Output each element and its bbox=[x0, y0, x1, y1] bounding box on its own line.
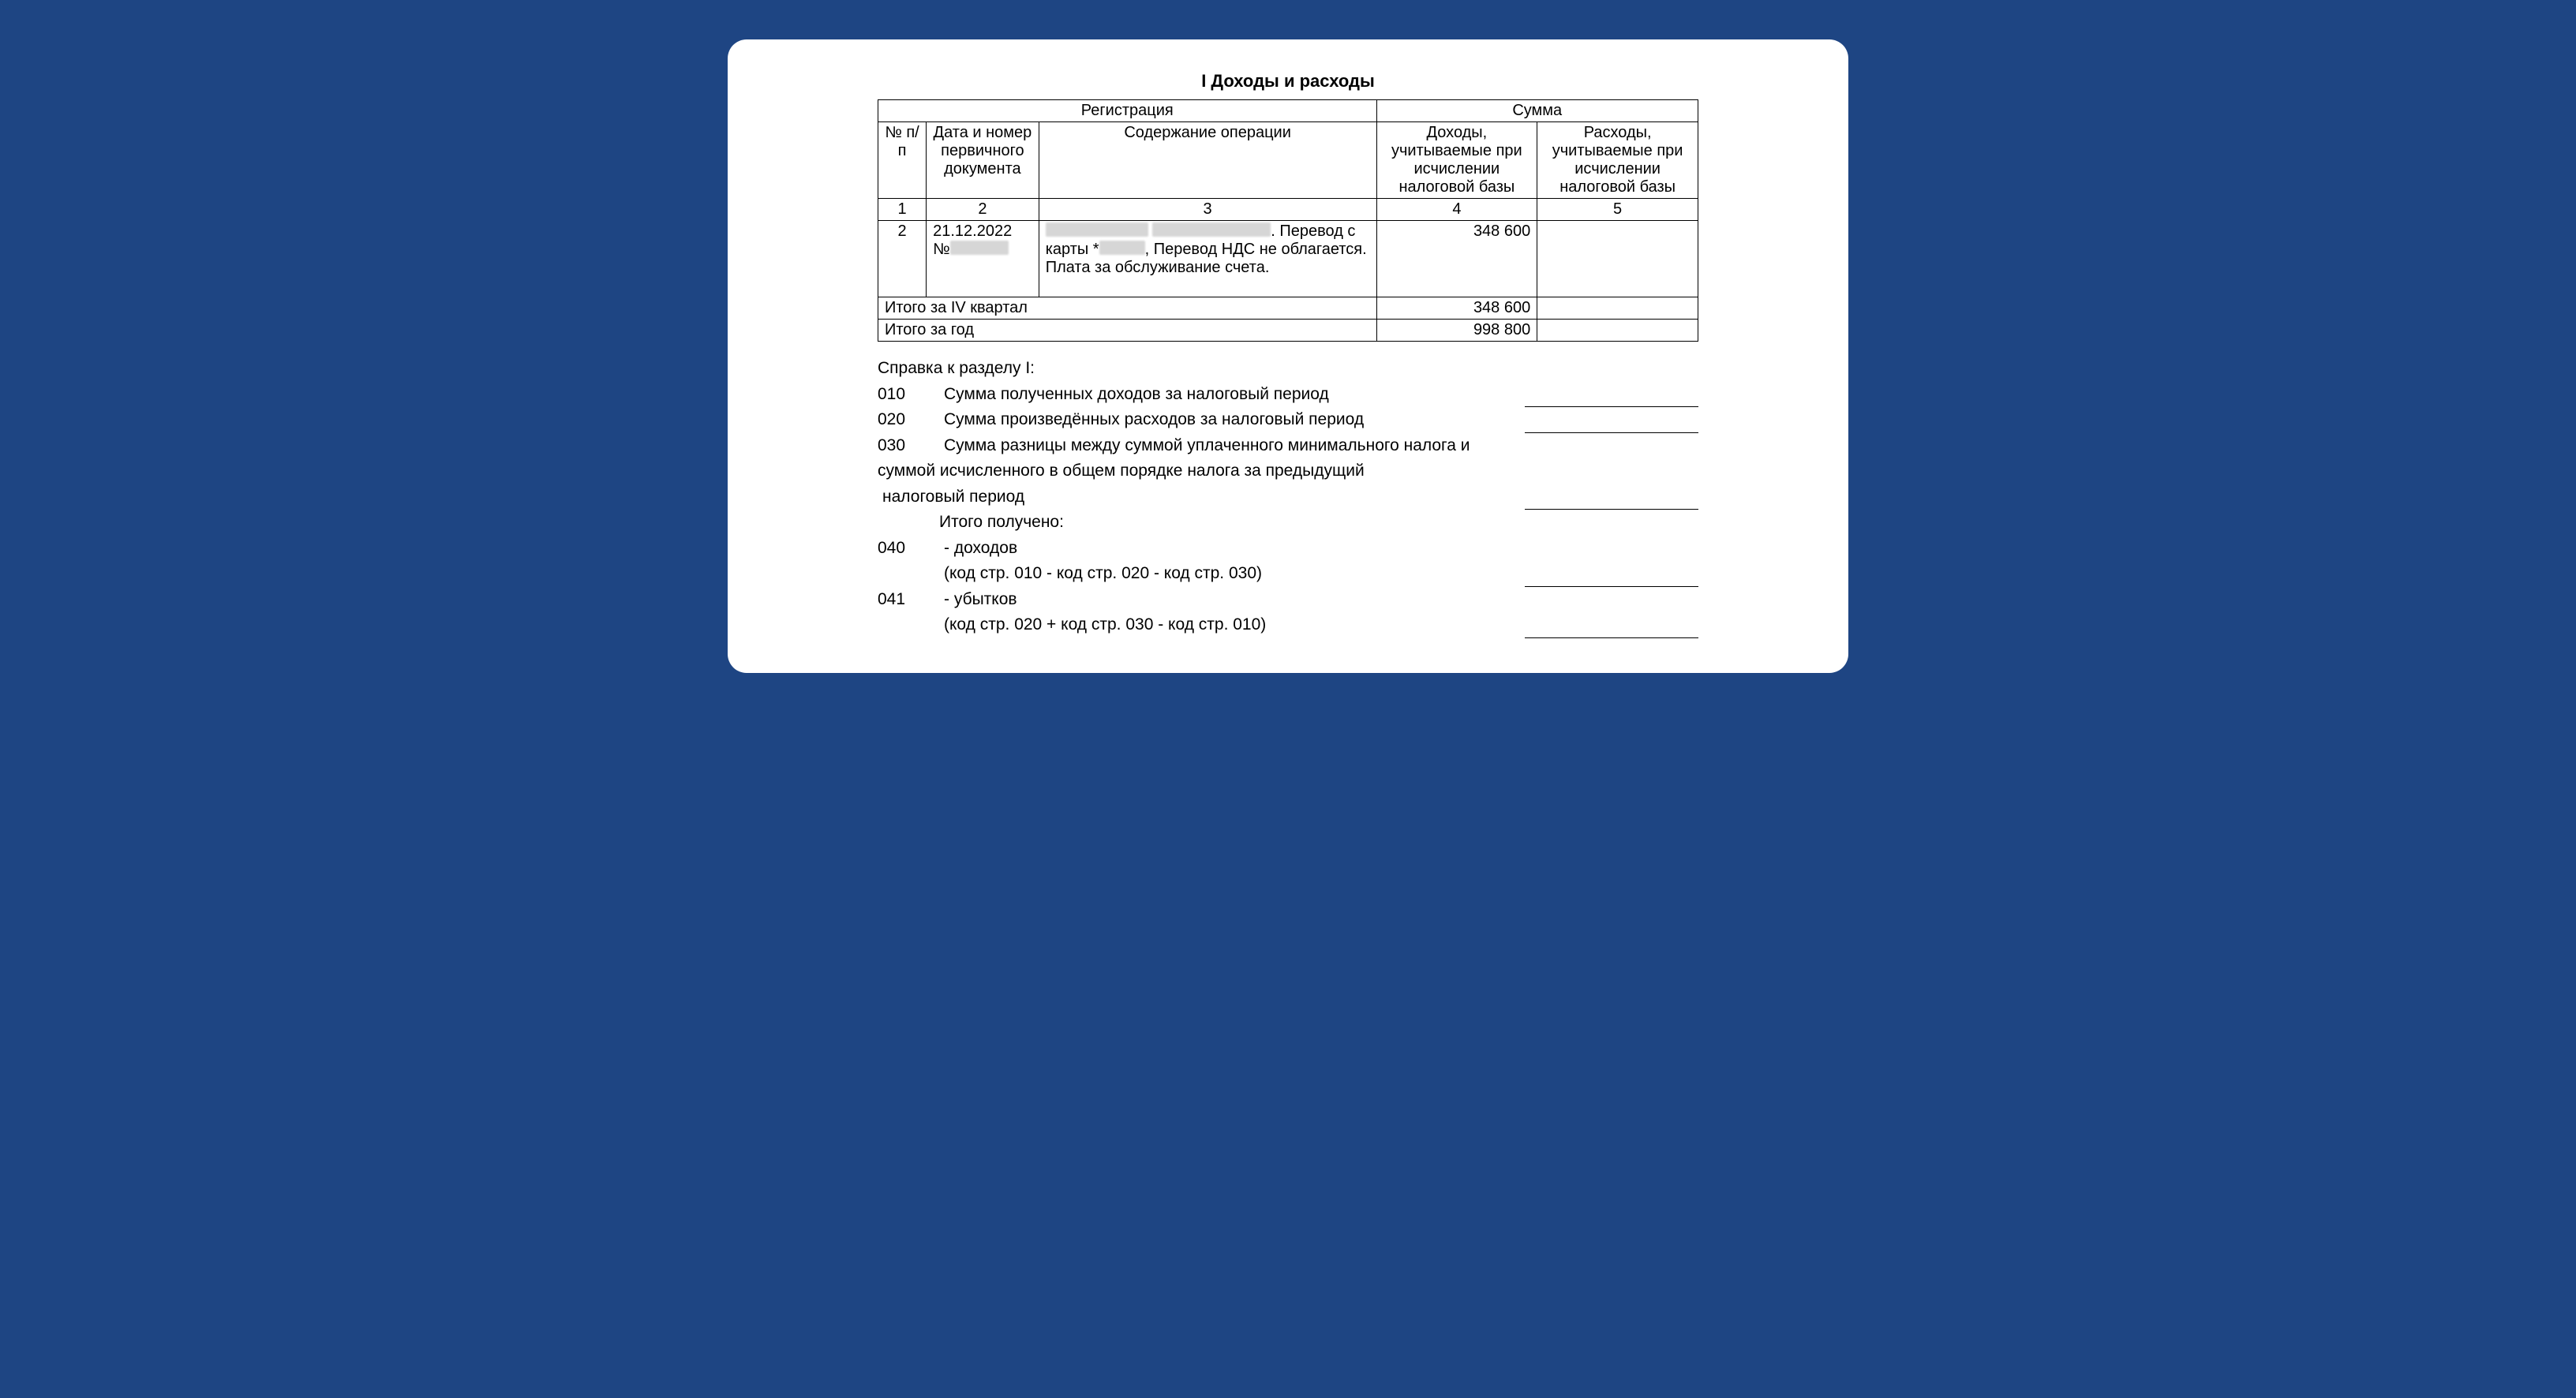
ref-text: - убытков bbox=[944, 587, 1698, 613]
reference-subline: (код стр. 020 + код стр. 030 - код стр. … bbox=[878, 612, 1698, 638]
op-text: Плата за обслуживание счета. bbox=[1046, 259, 1270, 276]
col-header-num: № п/п bbox=[878, 122, 927, 199]
cell-date: 21.12.2022 №. bbox=[927, 221, 1039, 297]
ref-text: Сумма разницы между суммой уплаченного м… bbox=[944, 433, 1698, 459]
col-index: 4 bbox=[1376, 199, 1537, 221]
reference-line: налоговый период bbox=[878, 484, 1698, 510]
reference-subline: (код стр. 010 - код стр. 020 - код стр. … bbox=[878, 561, 1698, 587]
redacted-text: . bbox=[1046, 222, 1148, 237]
reference-line: 030 Сумма разницы между суммой уплаченно… bbox=[878, 433, 1698, 459]
redacted-text: . bbox=[1099, 241, 1145, 255]
table-total-row: Итого за IV квартал 348 600 bbox=[878, 297, 1698, 320]
cell-operation: . .. Перевод с карты *., Перевод НДС не … bbox=[1039, 221, 1376, 297]
ref-formula: (код стр. 020 + код стр. 030 - код стр. … bbox=[944, 612, 1520, 638]
blank-line bbox=[1525, 617, 1698, 638]
ref-text: Сумма произведённых расходов за налоговы… bbox=[944, 407, 1520, 433]
col-index: 2 bbox=[927, 199, 1039, 221]
redacted-text: . bbox=[1152, 222, 1271, 237]
date-value: 21.12.2022 bbox=[933, 222, 1012, 240]
ref-code: 020 bbox=[878, 407, 939, 433]
reference-line: 020 Сумма произведённых расходов за нало… bbox=[878, 407, 1698, 433]
ref-text: Сумма полученных доходов за налоговый пе… bbox=[944, 382, 1520, 408]
document-content: I Доходы и расходы Регистрация Сумма № п… bbox=[878, 71, 1698, 638]
blank-line bbox=[1525, 488, 1698, 510]
col-header-expense: Расходы, учитываемые при исчислении нало… bbox=[1537, 122, 1698, 199]
ref-code: 030 bbox=[878, 433, 939, 459]
cell-income: 348 600 bbox=[1376, 221, 1537, 297]
col-header-date: Дата и номер первичного документа bbox=[927, 122, 1039, 199]
total-label: Итого за IV квартал bbox=[878, 297, 1377, 320]
section-title: I Доходы и расходы bbox=[878, 71, 1698, 92]
op-text: . Перевод с bbox=[1271, 222, 1355, 240]
subtotal-label: Итого получено: bbox=[878, 510, 1698, 536]
ref-code: 041 bbox=[878, 587, 939, 613]
col-header-income: Доходы, учитываемые при исчислении налог… bbox=[1376, 122, 1537, 199]
reference-line: 010 Сумма полученных доходов за налоговы… bbox=[878, 382, 1698, 408]
table-group-header-row: Регистрация Сумма bbox=[878, 100, 1698, 122]
ref-code: 010 bbox=[878, 382, 939, 408]
reference-line: 041 - убытков bbox=[878, 587, 1698, 613]
table-column-header-row: № п/п Дата и номер первичного документа … bbox=[878, 122, 1698, 199]
doc-number-prefix: № bbox=[933, 241, 949, 258]
total-expense bbox=[1537, 297, 1698, 320]
ref-text-cont: налоговый период bbox=[882, 484, 1520, 510]
redacted-text: . bbox=[950, 241, 1009, 255]
ref-text: - доходов bbox=[944, 536, 1698, 562]
ref-formula: (код стр. 010 - код стр. 020 - код стр. … bbox=[944, 561, 1520, 587]
table-row: 2 21.12.2022 №. . .. Перевод с карты *.,… bbox=[878, 221, 1698, 297]
reference-section: Справка к разделу I: 010 Сумма полученны… bbox=[878, 356, 1698, 638]
income-expense-table: Регистрация Сумма № п/п Дата и номер пер… bbox=[878, 99, 1698, 342]
group-header-sum: Сумма bbox=[1376, 100, 1698, 122]
total-label: Итого за год bbox=[878, 320, 1377, 342]
col-index: 5 bbox=[1537, 199, 1698, 221]
ref-code: 040 bbox=[878, 536, 939, 562]
reference-line: 040 - доходов bbox=[878, 536, 1698, 562]
reference-heading: Справка к разделу I: bbox=[878, 356, 1698, 382]
cell-expense bbox=[1537, 221, 1698, 297]
group-header-registration: Регистрация bbox=[878, 100, 1377, 122]
op-text: , Перевод НДС не облагается. bbox=[1145, 241, 1367, 258]
op-text: карты * bbox=[1046, 241, 1099, 258]
total-income: 998 800 bbox=[1376, 320, 1537, 342]
cell-num: 2 bbox=[878, 221, 927, 297]
total-expense bbox=[1537, 320, 1698, 342]
ref-text-cont: суммой исчисленного в общем порядке нало… bbox=[878, 458, 1698, 484]
blank-line bbox=[1525, 566, 1698, 587]
document-card: I Доходы и расходы Регистрация Сумма № п… bbox=[728, 39, 1848, 673]
blank-line bbox=[1525, 386, 1698, 407]
blank-line bbox=[1525, 411, 1698, 432]
col-header-op: Содержание операции bbox=[1039, 122, 1376, 199]
col-index: 1 bbox=[878, 199, 927, 221]
table-total-row: Итого за год 998 800 bbox=[878, 320, 1698, 342]
table-index-row: 1 2 3 4 5 bbox=[878, 199, 1698, 221]
total-income: 348 600 bbox=[1376, 297, 1537, 320]
col-index: 3 bbox=[1039, 199, 1376, 221]
